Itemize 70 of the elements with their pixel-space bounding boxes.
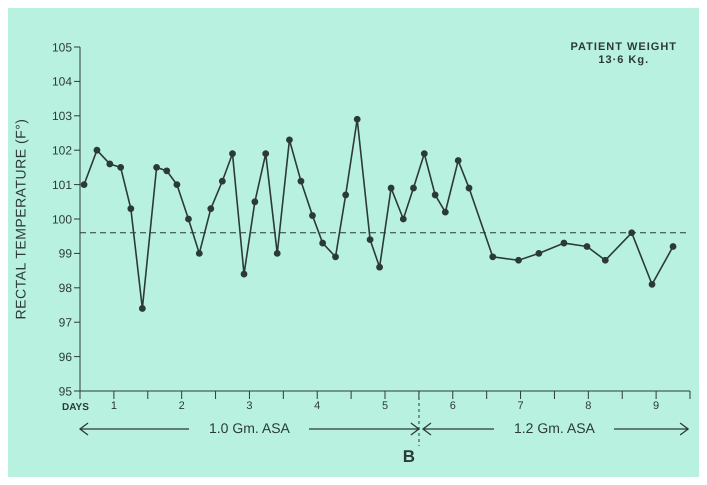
- point: [354, 116, 361, 123]
- point: [262, 150, 270, 158]
- point: [410, 184, 417, 192]
- point: [127, 205, 134, 212]
- point: [319, 240, 326, 246]
- point: [535, 250, 542, 257]
- point: [432, 192, 439, 198]
- y-tick-label: 97: [58, 315, 72, 330]
- y-tick-label: 101: [52, 178, 72, 192]
- x-tick-label: 7: [517, 400, 524, 412]
- x-axis-title: DAYS: [62, 402, 89, 413]
- y-tick-label: 99: [58, 246, 72, 261]
- y-tick-label: 95: [58, 384, 72, 398]
- point: [163, 167, 170, 174]
- y-tick-label: 105: [52, 40, 72, 54]
- x-tick-label: 4: [314, 400, 320, 412]
- point: [332, 253, 339, 260]
- annotation: PATIENT WEIGHT 13·6 Kg.: [570, 41, 677, 67]
- point: [376, 264, 383, 271]
- point: [196, 250, 203, 257]
- point: [218, 178, 226, 185]
- point: [388, 184, 394, 192]
- x-tick-label: 5: [382, 400, 388, 412]
- point: [648, 280, 656, 288]
- point: [94, 146, 100, 154]
- point: [106, 160, 114, 168]
- point: [442, 208, 449, 216]
- y-tick-label: 98: [58, 281, 72, 296]
- y-tick-label: 100: [52, 212, 72, 226]
- x-tick-label: 2: [178, 400, 185, 412]
- point: [466, 184, 472, 192]
- point: [298, 178, 304, 185]
- y-tick-label: 96: [58, 350, 72, 364]
- point: [286, 136, 293, 144]
- point: [670, 243, 676, 250]
- y-axis-title: RECTAL TEMPERATURE (F°): [12, 118, 28, 320]
- y-tick-label: 103: [52, 109, 72, 124]
- x-tick-label: 8: [585, 400, 592, 412]
- point: [489, 253, 496, 260]
- text: 1.0 Gm. ASA: [189, 420, 310, 436]
- point: [174, 181, 180, 188]
- y-tick-label: 104: [52, 74, 72, 89]
- point: [309, 212, 316, 219]
- point: [251, 198, 258, 206]
- point: [602, 256, 609, 264]
- point: [342, 192, 350, 198]
- point: [185, 216, 192, 222]
- point: [80, 181, 88, 188]
- point: [584, 243, 590, 250]
- point: [400, 216, 407, 222]
- point: [274, 250, 281, 257]
- point: [153, 164, 160, 171]
- point: [117, 164, 124, 171]
- x-tick-label: 1: [110, 400, 117, 412]
- point: [207, 205, 214, 212]
- point: [138, 305, 146, 312]
- x-tick-label: 3: [246, 400, 253, 412]
- text: 1.2 Gm. ASA: [494, 420, 614, 436]
- point: [515, 256, 522, 264]
- point: [366, 236, 374, 244]
- point: [420, 150, 428, 158]
- y-tick-label: 102: [52, 143, 72, 158]
- point: [229, 150, 236, 158]
- point: [454, 157, 462, 164]
- point: [628, 229, 636, 236]
- text: B: [402, 447, 416, 467]
- point: [560, 240, 568, 246]
- point: [240, 270, 248, 278]
- x-tick-label: 9: [653, 400, 660, 412]
- x-tick-label: 6: [450, 400, 456, 412]
